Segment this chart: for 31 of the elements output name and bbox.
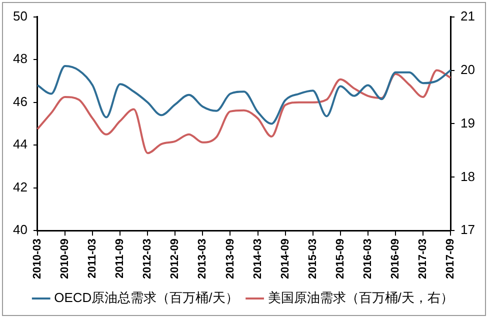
y-tick-label: 50 [12,8,28,24]
y-tick-label: 44 [12,136,28,152]
x-tick-label: 2013-03 [196,238,209,280]
y-tick-label: 48 [12,51,28,66]
x-tick-label: 2012-09 [169,238,182,280]
y-tick-label: 42 [12,179,28,194]
x-tick-label: 2011-09 [114,238,126,278]
x-tick-label: 2015-03 [306,238,319,280]
line-series [36,69,452,154]
legend-label: 美国原油需求（百万桶/天，右） [268,290,454,306]
x-tick-label: 2011-03 [86,238,99,278]
x-tick-label: 2017-09 [444,238,457,280]
x-tick-label: 2017-03 [417,238,430,280]
x-tick-label: 2014-03 [252,238,264,280]
x-tick-label: 2010-09 [59,238,72,280]
y-tick-label: 40 [12,222,28,238]
legend-label: OECD原油总需求（百万桶/天） [54,290,238,306]
y2-tick-label: 18 [460,168,476,184]
y2-tick-label: 21 [460,8,476,24]
x-tick-label: 2016-03 [362,238,374,280]
y2-tick-label: 20 [460,62,476,77]
y2-tick-label: 19 [460,115,476,130]
x-tick-label: 2010-03 [31,238,44,280]
y-tick-label: 46 [12,94,28,109]
x-tick-label: 2013-09 [224,238,236,280]
line-series [36,64,452,125]
x-tick-label: 2012-03 [142,238,154,280]
x-tick-label: 2016-09 [389,238,402,280]
x-tick-label: 2014-09 [279,238,292,280]
y2-tick-label: 17 [460,222,476,238]
x-tick-label: 2015-09 [334,238,346,280]
